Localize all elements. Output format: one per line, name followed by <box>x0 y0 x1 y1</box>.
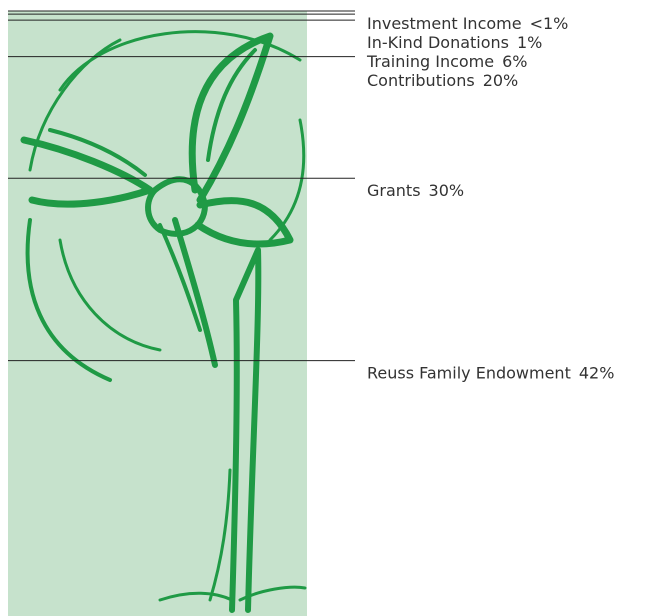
stacked-column <box>8 11 307 616</box>
category-name: In-Kind Donations <box>367 33 509 52</box>
category-name: Training Income <box>366 52 494 71</box>
segment-label: In-Kind Donations 1% <box>367 33 542 52</box>
category-name: Reuss Family Endowment <box>367 364 571 383</box>
value-label: 6% <box>502 52 527 71</box>
segment-label: Investment Income <1% <box>367 14 568 33</box>
segment-label: Reuss Family Endowment 42% <box>367 364 614 383</box>
value-label: 42% <box>579 364 615 383</box>
segment-label: Contributions 20% <box>367 71 518 90</box>
value-label: 20% <box>483 71 519 90</box>
segment <box>8 14 307 20</box>
category-name: Investment Income <box>367 14 522 33</box>
category-name: Grants <box>367 181 421 200</box>
value-label: <1% <box>530 14 569 33</box>
value-label: 30% <box>429 181 465 200</box>
segment-label: Training Income 6% <box>366 52 527 71</box>
segment <box>8 57 307 179</box>
category-name: Contributions <box>367 71 475 90</box>
segment <box>8 361 307 616</box>
segment-label: Grants 30% <box>367 181 464 200</box>
value-label: 1% <box>517 33 542 52</box>
chart: Investment Income<1%In-Kind Donations1%T… <box>0 0 662 616</box>
